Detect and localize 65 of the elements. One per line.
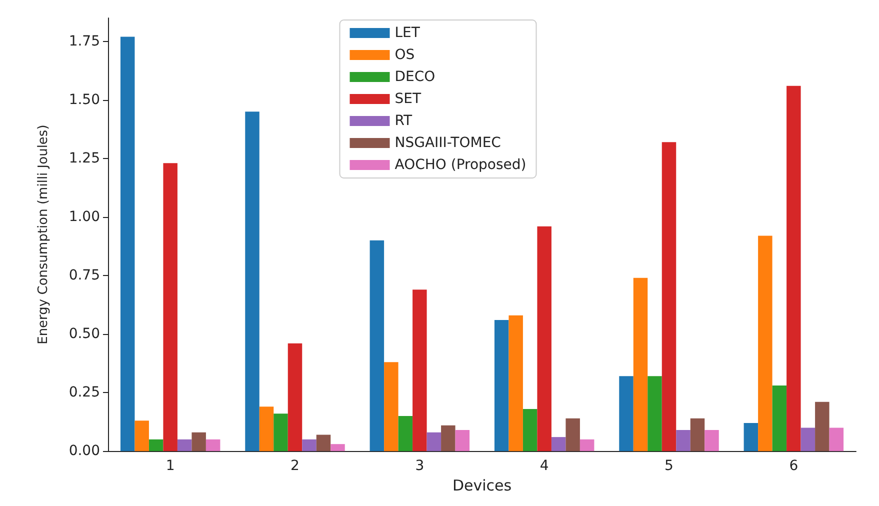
- bar: [163, 163, 178, 452]
- y-axis-title: Energy Consumption (milli Joules): [36, 124, 51, 344]
- bar: [441, 425, 456, 452]
- bar: [704, 430, 719, 452]
- bar: [815, 402, 830, 452]
- bar: [829, 428, 844, 452]
- bar: [192, 432, 206, 452]
- bar: [648, 376, 662, 452]
- bar: [398, 416, 413, 452]
- y-tick-label: 1.00: [68, 208, 100, 225]
- bar: [384, 362, 398, 452]
- y-tick-label: 1.50: [68, 92, 100, 108]
- bar: [274, 414, 288, 452]
- bar: [566, 418, 580, 452]
- legend-label: NSGAIII-TOMEC: [394, 135, 502, 151]
- y-tick-label: 0.75: [68, 268, 100, 284]
- bar: [522, 408, 538, 452]
- x-tick-label: 2: [290, 458, 300, 474]
- bar: [537, 226, 552, 452]
- bar: [177, 439, 192, 452]
- bar: [148, 439, 164, 452]
- bar: [494, 320, 509, 452]
- y-tick-label: 0.00: [68, 443, 100, 460]
- bar: [288, 343, 302, 452]
- y-tick-label: 0.25: [68, 384, 100, 401]
- bar: [619, 376, 634, 452]
- bar: [302, 439, 316, 452]
- legend-label: OS: [394, 47, 415, 63]
- bar: [370, 240, 384, 452]
- legend-label: LET: [394, 25, 420, 41]
- legend-label: RT: [394, 113, 412, 129]
- bar: [772, 386, 787, 452]
- legend-label: AOCHO (Proposed): [394, 157, 526, 173]
- x-tick-label: 4: [540, 458, 549, 474]
- bar: [120, 36, 135, 452]
- bar: [676, 430, 690, 452]
- bar: [206, 439, 220, 452]
- bar: [662, 142, 676, 452]
- bar: [330, 444, 345, 452]
- bar: [508, 315, 523, 452]
- x-axis-title: Devices: [452, 476, 512, 494]
- x-tick-label: 5: [664, 458, 674, 474]
- bar: [633, 278, 648, 452]
- bar: [580, 439, 594, 452]
- bar: [758, 236, 772, 452]
- bar: [800, 428, 816, 452]
- y-tick-label: 0.50: [68, 326, 100, 342]
- bar: [690, 418, 705, 452]
- y-tick-label: 1.25: [68, 150, 100, 166]
- bar: [551, 437, 566, 452]
- x-tick-label: 1: [166, 458, 175, 474]
- legend-label: SET: [394, 91, 422, 107]
- bar: [786, 86, 801, 452]
- bar: [316, 434, 331, 452]
- bar: [455, 430, 470, 452]
- bar: [744, 423, 758, 452]
- y-tick-label: 1.75: [68, 33, 100, 50]
- bar: [412, 290, 427, 452]
- bar: [426, 432, 442, 452]
- bar: [259, 406, 274, 452]
- bar: [134, 420, 149, 452]
- x-tick-label: 6: [789, 458, 798, 474]
- bar: [245, 112, 260, 452]
- legend-label: DECO: [394, 69, 436, 85]
- x-tick-label: 3: [415, 458, 424, 474]
